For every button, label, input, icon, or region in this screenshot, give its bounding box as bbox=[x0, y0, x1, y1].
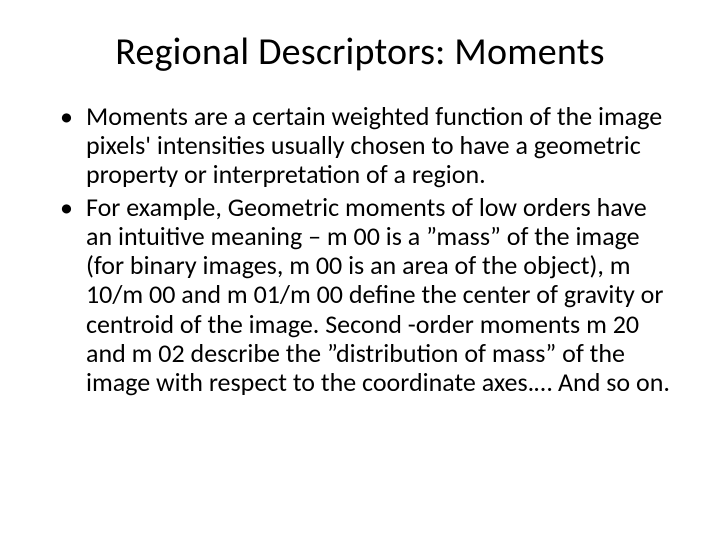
slide-body: Moments are a certain weighted function … bbox=[48, 102, 672, 397]
bullet-item: Moments are a certain weighted function … bbox=[60, 102, 672, 189]
bullet-item: For example, Geometric moments of low or… bbox=[60, 193, 672, 397]
slide: Regional Descriptors: Moments Moments ar… bbox=[0, 0, 720, 540]
slide-title: Regional Descriptors: Moments bbox=[48, 32, 672, 74]
